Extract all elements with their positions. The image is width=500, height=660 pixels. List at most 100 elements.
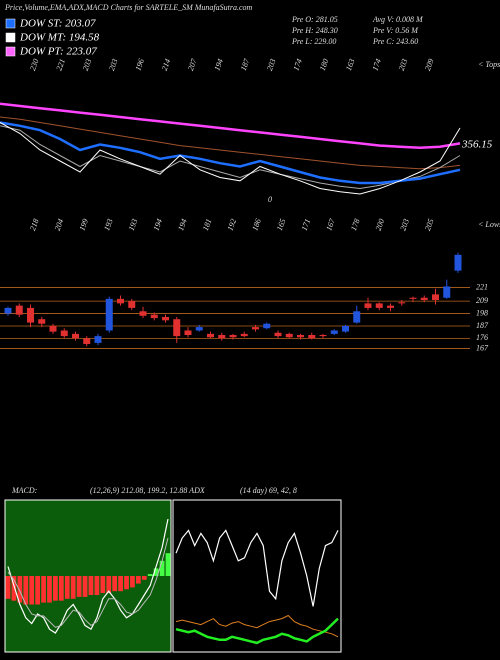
candle-body <box>83 338 91 345</box>
candle-body <box>252 327 259 330</box>
candle-body <box>150 314 158 319</box>
candle-body <box>387 305 394 308</box>
candle-body <box>60 330 68 337</box>
histogram-bar <box>136 576 141 584</box>
legend-label: DOW ST: 203.07 <box>19 18 96 30</box>
histogram-bar <box>124 576 129 590</box>
annotation: 180 <box>318 58 331 72</box>
annotation: 196 <box>133 58 146 72</box>
annotation: 186 <box>250 218 263 232</box>
annotation: 200 <box>374 218 387 232</box>
series-line <box>0 125 461 190</box>
histogram-bar <box>88 576 94 595</box>
stat: Pre H: 248.30 <box>291 26 338 35</box>
annotation: 203 <box>107 58 120 72</box>
histogram-bar <box>147 574 153 576</box>
candle-body <box>229 335 237 338</box>
candle-body <box>162 316 169 321</box>
series-line <box>175 617 339 645</box>
histogram-bar <box>130 576 135 588</box>
candle-body <box>263 323 271 329</box>
stat: Pre V: 0.56 M <box>372 26 419 35</box>
panel-title: (14 day) 69, 42, 8 <box>240 486 297 495</box>
panel-title: MACD: <box>11 486 38 495</box>
candle-body <box>105 298 113 331</box>
candle-body <box>319 335 327 337</box>
y-tick-label: 167 <box>476 343 489 352</box>
candle-body <box>139 311 147 316</box>
histogram-bar <box>94 576 100 595</box>
histogram-bar <box>29 576 35 605</box>
candle-body <box>353 311 361 323</box>
annotation: 163 <box>344 58 357 72</box>
annotation: 194 <box>212 58 225 72</box>
candle-body <box>454 254 462 271</box>
series-line <box>0 116 461 170</box>
y-tick-label: 187 <box>476 321 489 330</box>
histogram-bar <box>47 576 52 603</box>
histogram-bar <box>53 576 58 601</box>
histogram-bar <box>70 576 76 599</box>
legend-swatch <box>5 46 16 57</box>
zero-label: 0 <box>268 195 272 204</box>
candle-body <box>173 319 181 337</box>
annotation: 214 <box>160 58 173 72</box>
annotation: 204 <box>53 218 66 232</box>
series-line <box>0 102 461 150</box>
end-label: 356.15 <box>461 139 493 151</box>
candle-body <box>240 333 248 337</box>
histogram-bar <box>11 576 17 601</box>
candle-body <box>420 297 428 300</box>
annotation-right: < Lows <box>478 220 500 229</box>
candle-body <box>195 327 203 331</box>
y-tick-label: 221 <box>476 282 488 291</box>
histogram-bar <box>17 576 23 603</box>
candle-body <box>375 303 383 308</box>
annotation: 167 <box>324 217 337 232</box>
histogram-bar <box>64 576 70 599</box>
histogram-bar <box>118 576 123 592</box>
histogram-bar <box>5 576 11 599</box>
candle-body <box>409 297 417 299</box>
candle-body <box>49 325 57 332</box>
histogram-bar <box>41 576 46 603</box>
y-tick-label: 176 <box>476 333 488 342</box>
histogram-bar <box>159 560 165 576</box>
annotation: 174 <box>370 58 383 72</box>
annotation: 193 <box>102 218 115 232</box>
annotation: 207 <box>186 57 199 72</box>
candle-body <box>128 301 136 308</box>
series-line <box>175 614 339 638</box>
candle-body <box>297 335 304 338</box>
annotation: 192 <box>226 218 239 232</box>
annotation: 171 <box>300 218 313 232</box>
legend-label: DOW MT: 194.58 <box>19 32 100 44</box>
series-line <box>7 518 169 634</box>
candle-body <box>184 330 192 335</box>
stat: Pre L: 229.00 <box>291 37 336 46</box>
panel <box>172 499 342 653</box>
candle-body <box>38 319 46 324</box>
candle-body <box>218 335 226 339</box>
histogram-bar <box>106 576 112 594</box>
annotation: 205 <box>423 218 436 232</box>
histogram-bar <box>141 576 147 580</box>
histogram-bar <box>35 576 40 605</box>
histogram-bar <box>112 576 118 592</box>
annotation: 181 <box>201 218 214 232</box>
series-line <box>0 121 461 185</box>
series-line <box>7 537 169 628</box>
candle-body <box>285 333 293 338</box>
series-line <box>175 529 339 607</box>
legend-swatch <box>5 18 16 29</box>
histogram-bar <box>100 576 106 594</box>
annotation: 194 <box>152 218 165 232</box>
annotation: 230 <box>28 58 41 72</box>
annotation: 203 <box>265 58 278 72</box>
candle-body <box>4 307 12 314</box>
annotation: 218 <box>28 218 41 232</box>
candle-body <box>443 286 451 298</box>
candle-body <box>308 335 316 339</box>
